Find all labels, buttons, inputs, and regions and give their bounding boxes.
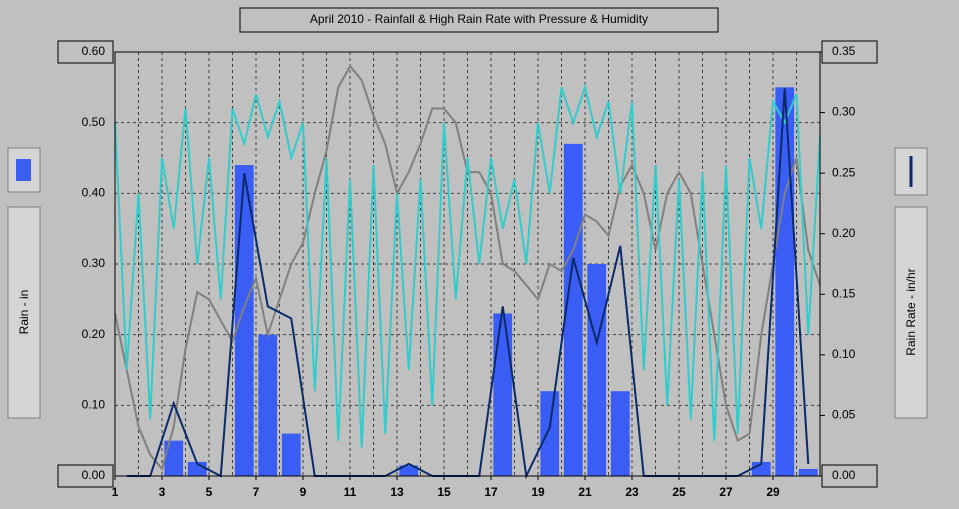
bar [775, 87, 795, 476]
chart-title: April 2010 - Rainfall & High Rain Rate w… [310, 12, 648, 26]
bar [164, 440, 184, 476]
bar [563, 143, 583, 476]
y2-tick-label: 0.00 [832, 468, 856, 482]
x-tick-label: 17 [484, 485, 498, 499]
y-tick-label: 0.60 [82, 44, 106, 58]
y-tick-label: 0.30 [82, 256, 106, 270]
line [114, 83, 821, 448]
line [114, 64, 821, 472]
x-tick-label: 23 [625, 485, 639, 499]
x-tick-label: 3 [159, 485, 166, 499]
y-label-box [7, 206, 41, 419]
title-box [239, 7, 719, 33]
bar [540, 391, 560, 476]
y-tick-label: 0.20 [82, 327, 106, 341]
plot-border [114, 51, 821, 477]
x-tick-label: 29 [766, 485, 780, 499]
tick-box [821, 40, 878, 64]
x-tick-label: 5 [206, 485, 213, 499]
y2-tick-label: 0.35 [832, 44, 856, 58]
bar [258, 334, 278, 476]
y2-tick-label: 0.30 [832, 105, 856, 119]
y2-tick-label: 0.15 [832, 286, 856, 300]
y-tick-label: 0.00 [82, 468, 106, 482]
y2-axis-label: Rain Rate - in/hr [904, 268, 918, 355]
y2-tick-label: 0.20 [832, 226, 856, 240]
x-tick-label: 15 [437, 485, 451, 499]
bar [281, 433, 301, 476]
x-tick-label: 11 [344, 485, 357, 499]
y-tick-label: 0.10 [82, 398, 106, 412]
y-tick-label: 0.40 [82, 186, 106, 200]
y2-label-box [894, 206, 928, 419]
bar [399, 465, 419, 476]
x-tick-label: 9 [300, 485, 307, 499]
x-tick-label: 27 [719, 485, 733, 499]
x-tick-label: 25 [672, 485, 686, 499]
y-axis-label: Rain - in [17, 290, 31, 335]
bar [798, 468, 818, 476]
x-tick-label: 1 [112, 485, 119, 499]
tick-box [821, 464, 878, 488]
x-tick-label: 13 [390, 485, 404, 499]
bar [493, 313, 513, 476]
y2-tick-label: 0.25 [832, 165, 856, 179]
y2-tick-label: 0.10 [832, 347, 856, 361]
y2-tick-label: 0.05 [832, 408, 856, 422]
tick-box [57, 464, 114, 488]
x-tick-label: 7 [253, 485, 260, 499]
x-tick-label: 21 [578, 485, 592, 499]
bar [610, 391, 630, 476]
tick-box [57, 40, 114, 64]
x-tick-label: 19 [531, 485, 545, 499]
bar [587, 264, 607, 476]
legend-icon [16, 159, 31, 181]
y-tick-label: 0.50 [82, 115, 106, 129]
